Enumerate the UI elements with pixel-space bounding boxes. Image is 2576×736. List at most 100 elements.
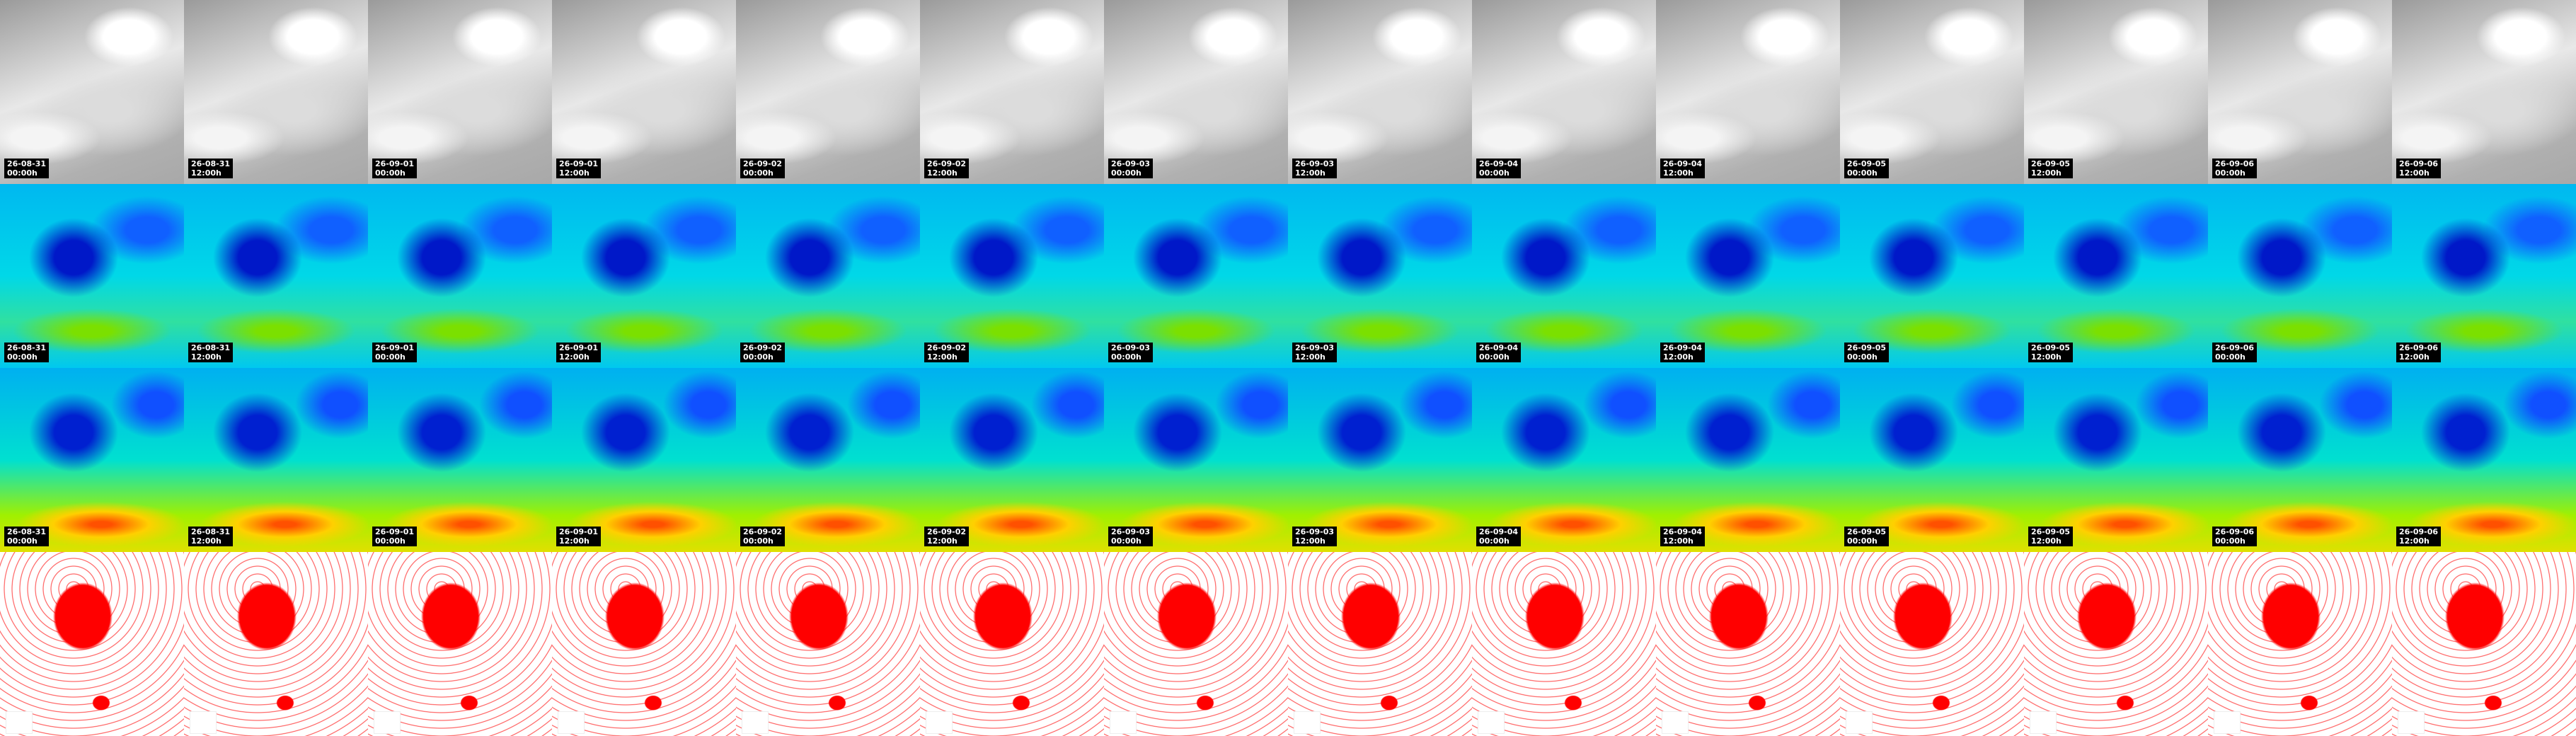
- sat-map: 26-08-31 12:00h: [184, 0, 368, 184]
- date-text: 26-08-31: [191, 343, 231, 352]
- timestamp-label: 26-08-31 12:00h: [188, 343, 234, 362]
- date-text: 26-09-01: [375, 343, 415, 352]
- timestamp-label: 26-09-02 00:00h: [740, 159, 786, 178]
- sat-map: 26-09-05 12:00h: [2024, 0, 2208, 184]
- wind2-map: 26-09-02 12:00h: [920, 368, 1104, 552]
- timestamp-label: 26-09-04 00:00h: [1476, 343, 1522, 362]
- wind2-map: 26-09-01 12:00h: [552, 368, 736, 552]
- time-text: 12:00h: [2031, 536, 2062, 546]
- iso-map: [368, 552, 552, 736]
- date-text: 26-09-05: [2031, 343, 2071, 352]
- wind2-map: 26-09-04 00:00h: [1472, 368, 1656, 552]
- timestamp-label: 26-09-03 12:00h: [1292, 343, 1338, 362]
- sat-map: 26-09-01 12:00h: [552, 0, 736, 184]
- iso-map: [1840, 552, 2024, 736]
- wind1-map: 26-09-06 12:00h: [2392, 184, 2576, 368]
- wind1-map: 26-09-02 12:00h: [920, 184, 1104, 368]
- time-text: 00:00h: [1847, 352, 1878, 362]
- timestamp-label: 26-09-06 00:00h: [2212, 343, 2258, 362]
- wind1-map: 26-09-02 00:00h: [736, 184, 920, 368]
- date-text: 26-09-03: [1111, 527, 1151, 536]
- date-text: 26-09-06: [2399, 159, 2439, 168]
- date-text: 26-09-06: [2215, 343, 2255, 352]
- date-text: 26-09-06: [2215, 527, 2255, 536]
- timestamp-label: 26-09-03 00:00h: [1108, 159, 1154, 178]
- timestamp-label: 26-08-31 12:00h: [188, 159, 234, 178]
- sat-map: 26-09-02 12:00h: [920, 0, 1104, 184]
- time-text: 12:00h: [927, 168, 958, 178]
- date-text: 26-08-31: [191, 527, 231, 536]
- time-text: 00:00h: [1479, 536, 1510, 546]
- time-text: 12:00h: [1295, 352, 1326, 362]
- timestamp-label: 26-09-01 12:00h: [556, 159, 602, 178]
- time-text: 00:00h: [1847, 168, 1878, 178]
- timestamp-label: 26-09-01 00:00h: [372, 343, 418, 362]
- time-text: 12:00h: [1663, 168, 1694, 178]
- time-text: 00:00h: [7, 168, 38, 178]
- label-box: [374, 711, 401, 734]
- date-text: 26-09-06: [2399, 527, 2439, 536]
- time-text: 12:00h: [191, 536, 222, 546]
- timestamp-label: 26-09-03 00:00h: [1108, 343, 1154, 362]
- date-text: 26-09-03: [1111, 159, 1151, 168]
- timestamp-label: 26-09-04 00:00h: [1476, 527, 1522, 546]
- time-text: 00:00h: [743, 168, 774, 178]
- label-box: [190, 711, 217, 734]
- label-box: [1294, 711, 1321, 734]
- time-text: 12:00h: [1295, 536, 1326, 546]
- date-text: 26-09-05: [2031, 527, 2071, 536]
- timestamp-label: 26-09-02 12:00h: [924, 343, 970, 362]
- timestamp-label: 26-09-05 12:00h: [2028, 527, 2074, 546]
- date-text: 26-09-01: [375, 527, 415, 536]
- wind2-map: 26-09-04 12:00h: [1656, 368, 1840, 552]
- date-text: 26-09-04: [1479, 159, 1519, 168]
- label-box: [2030, 711, 2057, 734]
- time-text: 00:00h: [375, 352, 406, 362]
- timestamp-label: 26-09-02 00:00h: [740, 343, 786, 362]
- date-text: 26-09-06: [2215, 159, 2255, 168]
- wind1-map: 26-09-01 00:00h: [368, 184, 552, 368]
- sat-map: 26-09-03 00:00h: [1104, 0, 1288, 184]
- time-text: 12:00h: [559, 168, 590, 178]
- date-text: 26-09-04: [1663, 527, 1703, 536]
- time-text: 00:00h: [2215, 168, 2246, 178]
- sat-map: 26-09-02 00:00h: [736, 0, 920, 184]
- iso-map: [552, 552, 736, 736]
- timestamp-label: 26-09-04 12:00h: [1660, 527, 1706, 546]
- time-text: 00:00h: [2215, 536, 2246, 546]
- timestamp-label: 26-09-06 12:00h: [2396, 159, 2442, 178]
- time-text: 12:00h: [191, 168, 222, 178]
- timestamp-label: 26-09-02 12:00h: [924, 159, 970, 178]
- wind2-map: 26-09-03 12:00h: [1288, 368, 1472, 552]
- time-text: 12:00h: [927, 536, 958, 546]
- date-text: 26-09-02: [927, 343, 967, 352]
- time-text: 00:00h: [1847, 536, 1878, 546]
- timestamp-label: 26-09-04 00:00h: [1476, 159, 1522, 178]
- date-text: 26-09-01: [559, 527, 599, 536]
- iso-map: [920, 552, 1104, 736]
- timestamp-label: 26-09-05 00:00h: [1844, 343, 1890, 362]
- iso-map: [2208, 552, 2392, 736]
- wind1-map: 26-09-05 00:00h: [1840, 184, 2024, 368]
- timestamp-label: 26-09-06 12:00h: [2396, 527, 2442, 546]
- iso-map: [184, 552, 368, 736]
- time-text: 00:00h: [7, 352, 38, 362]
- wind2-map: 26-09-03 00:00h: [1104, 368, 1288, 552]
- timestamp-label: 26-08-31 12:00h: [188, 527, 234, 546]
- date-text: 26-09-03: [1295, 527, 1335, 536]
- date-text: 26-09-04: [1663, 159, 1703, 168]
- sat-map: 26-09-03 12:00h: [1288, 0, 1472, 184]
- date-text: 26-09-03: [1295, 343, 1335, 352]
- date-text: 26-09-02: [927, 159, 967, 168]
- timestamp-label: 26-08-31 00:00h: [4, 527, 50, 546]
- timestamp-label: 26-09-06 12:00h: [2396, 343, 2442, 362]
- date-text: 26-09-05: [1847, 159, 1887, 168]
- timestamp-label: 26-09-01 12:00h: [556, 343, 602, 362]
- timestamp-label: 26-09-01 12:00h: [556, 527, 602, 546]
- iso-map: [1288, 552, 1472, 736]
- date-text: 26-09-02: [743, 527, 783, 536]
- date-text: 26-09-05: [1847, 527, 1887, 536]
- time-text: 12:00h: [2031, 168, 2062, 178]
- time-text: 12:00h: [2399, 352, 2430, 362]
- wind2-map: 26-09-02 00:00h: [736, 368, 920, 552]
